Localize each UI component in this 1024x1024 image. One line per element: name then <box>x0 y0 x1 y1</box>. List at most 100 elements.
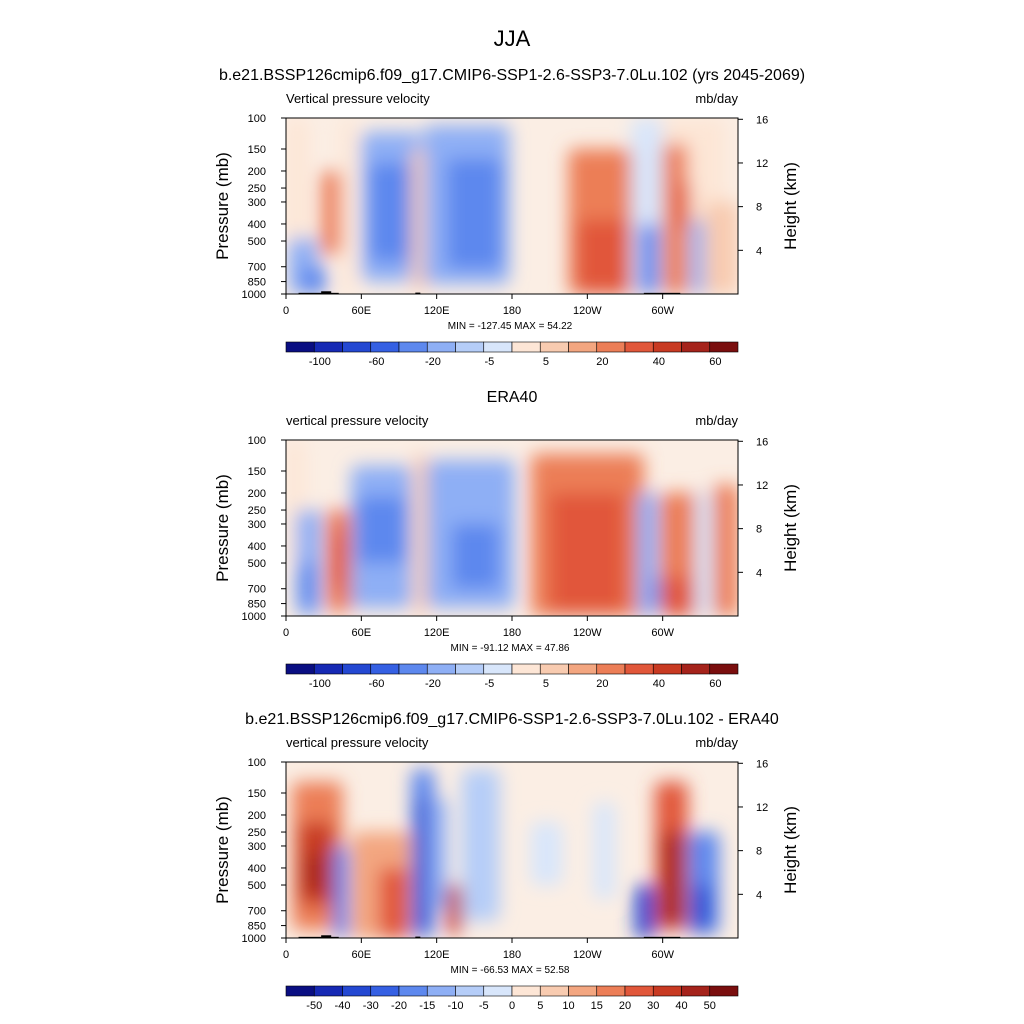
panel-title: b.e21.BSSP126cmip6.f09_g17.CMIP6-SSP1-2.… <box>245 711 779 728</box>
units-label: mb/day <box>695 735 738 750</box>
colorbar-swatch <box>681 663 711 675</box>
colorbar-swatch <box>426 341 456 353</box>
colorbar-label: -5 <box>485 678 495 690</box>
topography-block <box>298 292 339 294</box>
variable-label: vertical pressure velocity <box>286 735 429 750</box>
y-tick-label: 400 <box>248 863 266 875</box>
min-max-stats: MIN = -127.45 MAX = 54.22 <box>448 321 573 332</box>
colorbar-label: -100 <box>309 356 331 368</box>
y-tick-label: 500 <box>248 236 266 248</box>
colorbar-swatch <box>652 663 682 675</box>
colorbar-label: -60 <box>368 678 384 690</box>
panel-3: b.e21.BSSP126cmip6.f09_g17.CMIP6-SSP1-2.… <box>213 711 800 1012</box>
topography-block <box>415 936 421 938</box>
colorbar-swatch <box>342 663 372 675</box>
colorbar-swatch <box>285 663 315 675</box>
colorbar-label: 20 <box>596 678 608 690</box>
contour-region <box>301 266 327 294</box>
colorbar-swatch <box>568 341 598 353</box>
y-axis-label: Pressure (mb) <box>213 152 232 260</box>
contour-region <box>451 523 500 589</box>
topography-block <box>321 291 332 294</box>
colorbar-label: -20 <box>391 1000 407 1012</box>
y-tick-label: 300 <box>248 841 266 853</box>
colorbar-swatch <box>285 341 315 353</box>
variable-label: vertical pressure velocity <box>286 413 429 428</box>
colorbar-swatch <box>511 341 541 353</box>
topography <box>298 935 681 938</box>
contour-region <box>304 853 324 893</box>
colorbar-swatch <box>681 341 711 353</box>
y-tick-label: 100 <box>248 435 266 447</box>
colorbar-swatch <box>511 663 541 675</box>
colorbar-label: 40 <box>653 678 665 690</box>
contour-region <box>712 484 738 616</box>
contour-region <box>549 492 625 613</box>
y-tick-label: 700 <box>248 906 266 918</box>
y-right-tick-label: 12 <box>756 480 768 492</box>
min-max-stats: MIN = -91.12 MAX = 47.86 <box>451 643 570 654</box>
colorbar-label: -20 <box>425 678 441 690</box>
y-axis-label: Pressure (mb) <box>213 796 232 904</box>
colorbar-swatch <box>483 985 513 997</box>
y-tick-label: 150 <box>248 466 266 478</box>
colorbar: -50 -40 -30 -20 -15 -10 -5 0 5 10 15 20 30 40 50 <box>285 985 739 1012</box>
y-right-tick-label: 12 <box>756 802 768 814</box>
colorbar-swatch <box>596 663 626 675</box>
colorbar-swatch <box>624 341 654 353</box>
colorbar-label: -60 <box>368 356 384 368</box>
x-tick-label: 120W <box>573 305 602 317</box>
panel-title: ERA40 <box>487 389 538 406</box>
x-tick-label: 120E <box>424 627 450 639</box>
contour-region <box>677 181 691 228</box>
x-tick-label: 180 <box>503 627 521 639</box>
x-tick-label: 60W <box>651 305 674 317</box>
colorbar-swatch <box>624 985 654 997</box>
colorbar-label: 50 <box>704 1000 716 1012</box>
y-tick-label: 1000 <box>242 933 266 945</box>
contour-region <box>446 885 462 935</box>
contour-region <box>662 143 688 294</box>
colorbar-label: 40 <box>653 356 665 368</box>
colorbar-swatch <box>483 341 513 353</box>
contour-region <box>652 576 663 608</box>
colorbar-label: 5 <box>543 678 549 690</box>
y-tick-label: 300 <box>248 197 266 209</box>
contour-region <box>577 220 641 294</box>
colorbar-swatch <box>370 341 400 353</box>
y-tick-label: 100 <box>248 757 266 769</box>
y-right-tick-label: 8 <box>756 202 762 214</box>
y-tick-label: 150 <box>248 788 266 800</box>
x-tick-label: 120E <box>424 949 450 961</box>
units-label: mb/day <box>695 91 738 106</box>
colorbar-swatch <box>342 341 372 353</box>
y-tick-label: 250 <box>248 505 266 517</box>
colorbar-swatch <box>398 341 428 353</box>
colorbar-swatch <box>483 663 513 675</box>
y-tick-label: 200 <box>248 488 266 500</box>
contour-region <box>593 802 615 899</box>
y-right-axis-label: Height (km) <box>781 484 800 572</box>
y-axis-label: Pressure (mb) <box>213 474 232 582</box>
colorbar-swatch <box>426 663 456 675</box>
colorbar-label: -20 <box>425 356 441 368</box>
contour-region <box>378 867 410 938</box>
colorbar-label: 5 <box>537 1000 543 1012</box>
colorbar: -100 -60 -20 -5 5 20 40 60 <box>285 341 739 368</box>
topography-block <box>643 292 681 294</box>
colorbar-swatch <box>313 341 343 353</box>
contour-region <box>695 492 713 616</box>
y-right-tick-label: 4 <box>756 567 762 579</box>
topography-block <box>415 292 421 294</box>
x-tick-label: 120W <box>573 627 602 639</box>
colorbar-label: 60 <box>709 678 721 690</box>
colorbar-swatch <box>596 985 626 997</box>
y-tick-label: 200 <box>248 166 266 178</box>
y-right-tick-label: 12 <box>756 158 768 170</box>
colorbar-swatch <box>313 663 343 675</box>
y-tick-label: 500 <box>248 880 266 892</box>
colorbar: -100 -60 -20 -5 5 20 40 60 <box>285 663 739 690</box>
x-tick-label: 0 <box>283 627 289 639</box>
contour-regions <box>286 440 738 616</box>
x-tick-label: 180 <box>503 949 521 961</box>
